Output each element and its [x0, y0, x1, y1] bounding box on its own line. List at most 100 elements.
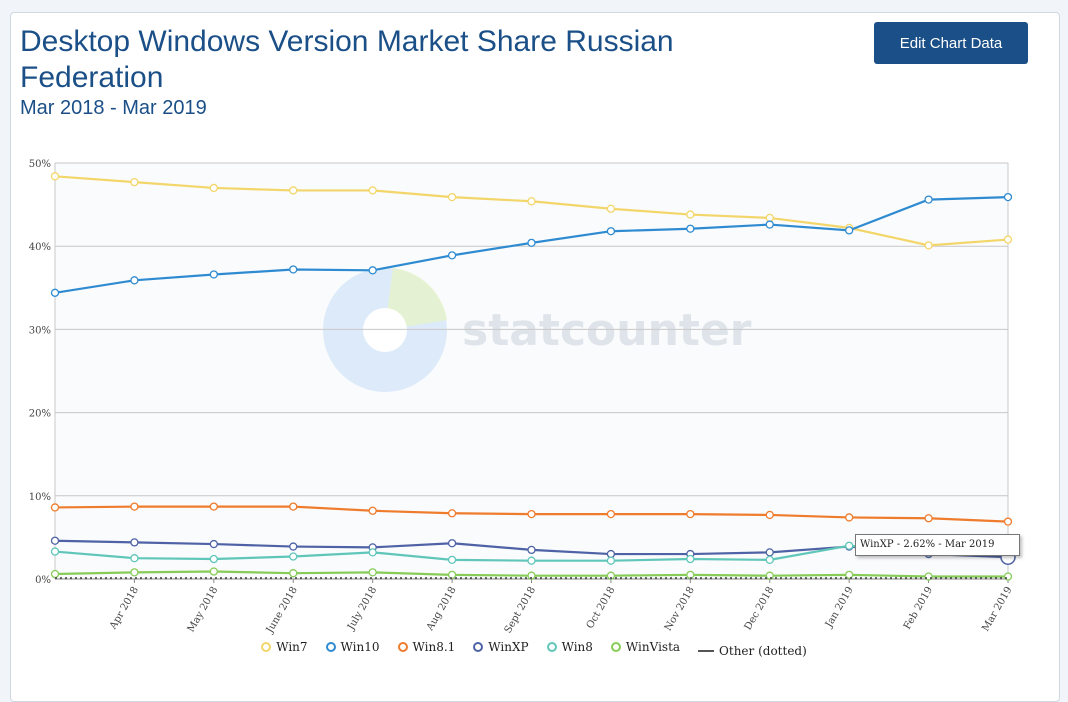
data-point [368, 506, 377, 515]
legend-item[interactable]: Win8 [546, 640, 593, 654]
data-point [289, 186, 298, 195]
data-point [130, 568, 139, 577]
y-tick-label: 50% [29, 159, 51, 170]
line-chart: statcounter 0% 10% 20% 30% 40% 50% Apr 2018 May … [29, 159, 1016, 636]
data-point [527, 197, 536, 206]
data-point [50, 503, 60, 512]
legend-swatch [698, 650, 715, 652]
x-tick-label: Dec 2018 [743, 585, 777, 632]
data-point [765, 510, 774, 520]
data-point [130, 276, 139, 285]
y-tick-label: 0% [35, 575, 51, 586]
data-point [527, 571, 536, 580]
chart-legend: Win7 Win10 Win8.1 WinXP Win8 WinVista Other (d… [0, 640, 1068, 658]
data-point [447, 539, 457, 548]
legend-swatch [473, 642, 484, 652]
legend-swatch [546, 642, 557, 652]
data-point [289, 502, 298, 511]
data-point [209, 554, 218, 564]
data-point [368, 186, 377, 195]
chart-subtitle: Mar 2018 - Mar 2019 [20, 97, 207, 119]
legend-item[interactable]: Win8.1 [397, 640, 456, 654]
data-point [527, 238, 536, 248]
data-point [130, 554, 139, 563]
data-point [209, 502, 218, 511]
legend-swatch [397, 642, 408, 652]
edit-chart-data-button[interactable]: Edit Chart Data [874, 22, 1028, 64]
data-point [606, 227, 616, 236]
data-point [845, 513, 854, 522]
data-point [765, 571, 774, 580]
x-tick-label: Jan 2019 [823, 585, 856, 630]
chart-tooltip: WinXP - 2.62% - Mar 2019 [855, 534, 1020, 556]
data-point [289, 265, 298, 274]
watermark-text: statcounter [462, 305, 752, 356]
data-point [686, 509, 695, 519]
data-point [209, 183, 218, 193]
data-point [686, 224, 695, 233]
data-point [50, 536, 60, 545]
data-point [527, 545, 536, 555]
data-point [606, 571, 616, 580]
x-tick-label: Aug 2018 [424, 585, 458, 634]
data-point [606, 556, 616, 565]
data-point [606, 549, 616, 559]
y-tick-label: 30% [29, 325, 51, 336]
data-point [606, 509, 616, 519]
data-point [209, 270, 218, 279]
data-point [527, 509, 536, 519]
data-point [845, 226, 854, 235]
x-tick-label: Oct 2018 [585, 585, 618, 631]
data-point [527, 556, 536, 565]
data-point [130, 538, 139, 547]
legend-swatch [610, 642, 621, 652]
data-point [368, 548, 377, 557]
legend-item[interactable]: Win7 [261, 640, 308, 654]
legend-swatch [261, 642, 272, 652]
data-point [686, 210, 695, 219]
data-point [765, 555, 774, 565]
data-point [209, 539, 218, 549]
legend-label: Win8 [561, 640, 593, 654]
legend-item[interactable]: WinVista [610, 640, 681, 654]
x-tick-label: Feb 2019 [902, 585, 935, 632]
data-point [50, 569, 60, 579]
data-point [447, 555, 457, 565]
data-point [447, 570, 457, 579]
data-point [447, 192, 457, 202]
legend-swatch [325, 642, 336, 652]
y-tick-label: 40% [29, 242, 51, 253]
legend-label: Win10 [340, 640, 380, 654]
chart-title: Desktop Windows Version Market Share Rus… [20, 25, 674, 94]
data-point [50, 172, 60, 181]
x-tick-label: Mar 2019 [980, 585, 1014, 633]
data-point [765, 220, 774, 229]
legend-label: Win8.1 [412, 640, 456, 654]
data-point [289, 569, 298, 578]
data-point [606, 204, 616, 213]
data-point [686, 554, 695, 564]
data-point [289, 552, 298, 561]
data-point [1003, 235, 1013, 244]
data-point [50, 547, 60, 556]
data-point [845, 541, 854, 550]
data-point [447, 251, 457, 260]
legend-item[interactable]: Other (dotted) [698, 644, 807, 658]
data-point [1003, 517, 1013, 526]
x-tick-label: Sept 2018 [503, 585, 538, 635]
data-point [130, 502, 139, 511]
legend-item[interactable]: Win10 [325, 640, 380, 654]
legend-label: Other (dotted) [719, 644, 807, 658]
x-tick-label: June 2018 [264, 585, 300, 636]
data-point [765, 548, 774, 557]
x-tick-label: May 2018 [186, 585, 221, 634]
data-point [924, 241, 933, 250]
data-point [209, 567, 218, 576]
data-point [368, 266, 377, 275]
data-point [289, 542, 298, 551]
data-point [368, 568, 377, 577]
x-tick-label: July 2018 [345, 585, 379, 633]
data-point [924, 195, 933, 204]
legend-label: WinVista [625, 640, 681, 654]
legend-item[interactable]: WinXP [473, 640, 529, 654]
